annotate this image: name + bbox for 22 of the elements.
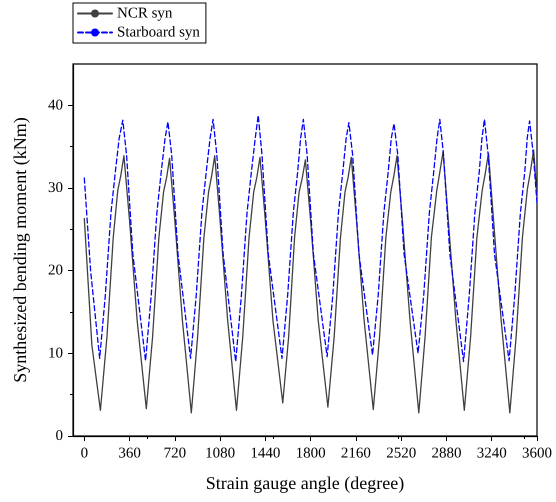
x-axis-title: Strain gauge angle (degree) (206, 473, 404, 493)
x-tick-label: 1080 (205, 446, 236, 462)
x-tick-label: 3600 (522, 446, 552, 462)
x-tick-label: 3240 (476, 446, 507, 462)
x-tick-label: 1800 (296, 446, 326, 462)
x-tick-label: 360 (118, 446, 141, 462)
y-tick-label: 30 (48, 180, 63, 196)
x-tick-label: 1440 (250, 446, 280, 462)
y-axis-title: Synthesized bending moment (kNm) (10, 117, 30, 383)
legend-label: Starboard syn (117, 24, 200, 40)
x-tick-label: 2880 (431, 446, 462, 462)
line-series (84, 114, 538, 362)
y-tick-label: 10 (48, 345, 63, 362)
x-tick-label: 2160 (340, 446, 371, 462)
x-tick-label: 2520 (386, 446, 416, 462)
y-tick-label: 20 (48, 262, 63, 279)
line-series (84, 149, 538, 414)
legend-label: NCR syn (117, 6, 173, 22)
y-tick-label: 40 (48, 97, 63, 114)
x-tick-label: 720 (164, 446, 186, 462)
x-tick-label: 0 (80, 446, 88, 462)
y-tick-label: 0 (56, 428, 63, 444)
